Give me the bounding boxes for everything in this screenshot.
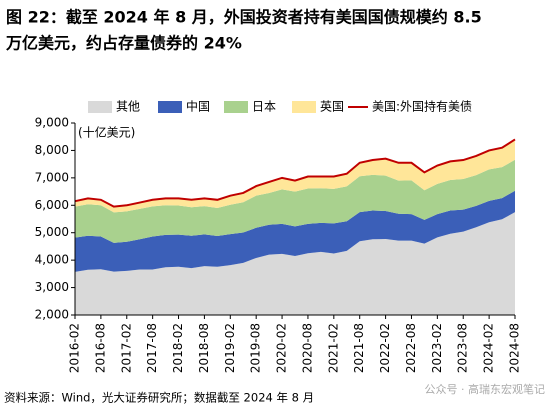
area	[75, 139, 515, 213]
area	[75, 212, 515, 315]
legend-swatch	[224, 101, 248, 113]
x-tick-label: 2021-02	[326, 323, 340, 373]
chart-title-line2: 万亿美元，约占存量债券的 24%	[5, 34, 242, 53]
legend-swatch	[88, 101, 112, 113]
y-tick-label: 9,000	[35, 116, 69, 130]
x-tick-label: 2020-02	[275, 323, 289, 373]
x-tick-label: 2021-08	[352, 323, 366, 373]
x-tick-label: 2023-08	[456, 323, 470, 373]
x-tick-label: 2016-02	[68, 323, 82, 373]
chart-title: 图 22：截至 2024 年 8 月，外国投资者持有美国国债规模约 8.5	[6, 8, 482, 27]
source: 资料来源：Wind，光大证券研究所；数据截至 2024 年 8 月	[4, 391, 314, 405]
x-tick-label: 2018-02	[171, 323, 185, 373]
x-tick-label: 2023-02	[430, 323, 444, 373]
x-tick-label: 2020-08	[300, 323, 314, 373]
x-tick-label: 2017-08	[145, 323, 159, 373]
x-tick-label: 2024-08	[508, 323, 522, 373]
x-tick-label: 2019-02	[223, 323, 237, 373]
y-tick-label: 5,000	[35, 225, 69, 239]
y-tick-label: 8,000	[35, 143, 69, 157]
y-axis-label: (十亿美元)	[78, 125, 135, 140]
x-tick-label: 2018-08	[197, 323, 211, 373]
legend-label: 日本	[252, 100, 276, 114]
x-tick-label: 2019-08	[249, 323, 263, 373]
x-tick-label: 2024-02	[482, 323, 496, 373]
legend-label: 其他	[116, 100, 140, 114]
x-tick-label: 2022-02	[378, 323, 392, 373]
area	[75, 159, 515, 243]
legend-label: 英国	[320, 100, 344, 114]
y-tick-label: 3,000	[35, 280, 69, 294]
x-tick-label: 2022-08	[404, 323, 418, 373]
watermark: 公众号 · 高瑞东宏观笔记	[425, 382, 546, 396]
legend-label: 中国	[186, 99, 210, 114]
area	[75, 190, 515, 272]
line	[74, 138, 516, 208]
y-tick-label: 6,000	[35, 198, 69, 212]
plot-areas	[75, 139, 515, 315]
y-tick-label: 2,000	[35, 308, 69, 322]
x-tick-label: 2017-02	[119, 323, 133, 373]
legend-label: 美国:外国持有美债	[372, 99, 472, 114]
x-tick-label: 2016-08	[93, 323, 107, 373]
legend-swatch	[158, 101, 182, 113]
y-tick-label: 7,000	[35, 170, 69, 184]
legend-swatch	[292, 101, 316, 113]
y-tick-label: 4,000	[35, 253, 69, 267]
